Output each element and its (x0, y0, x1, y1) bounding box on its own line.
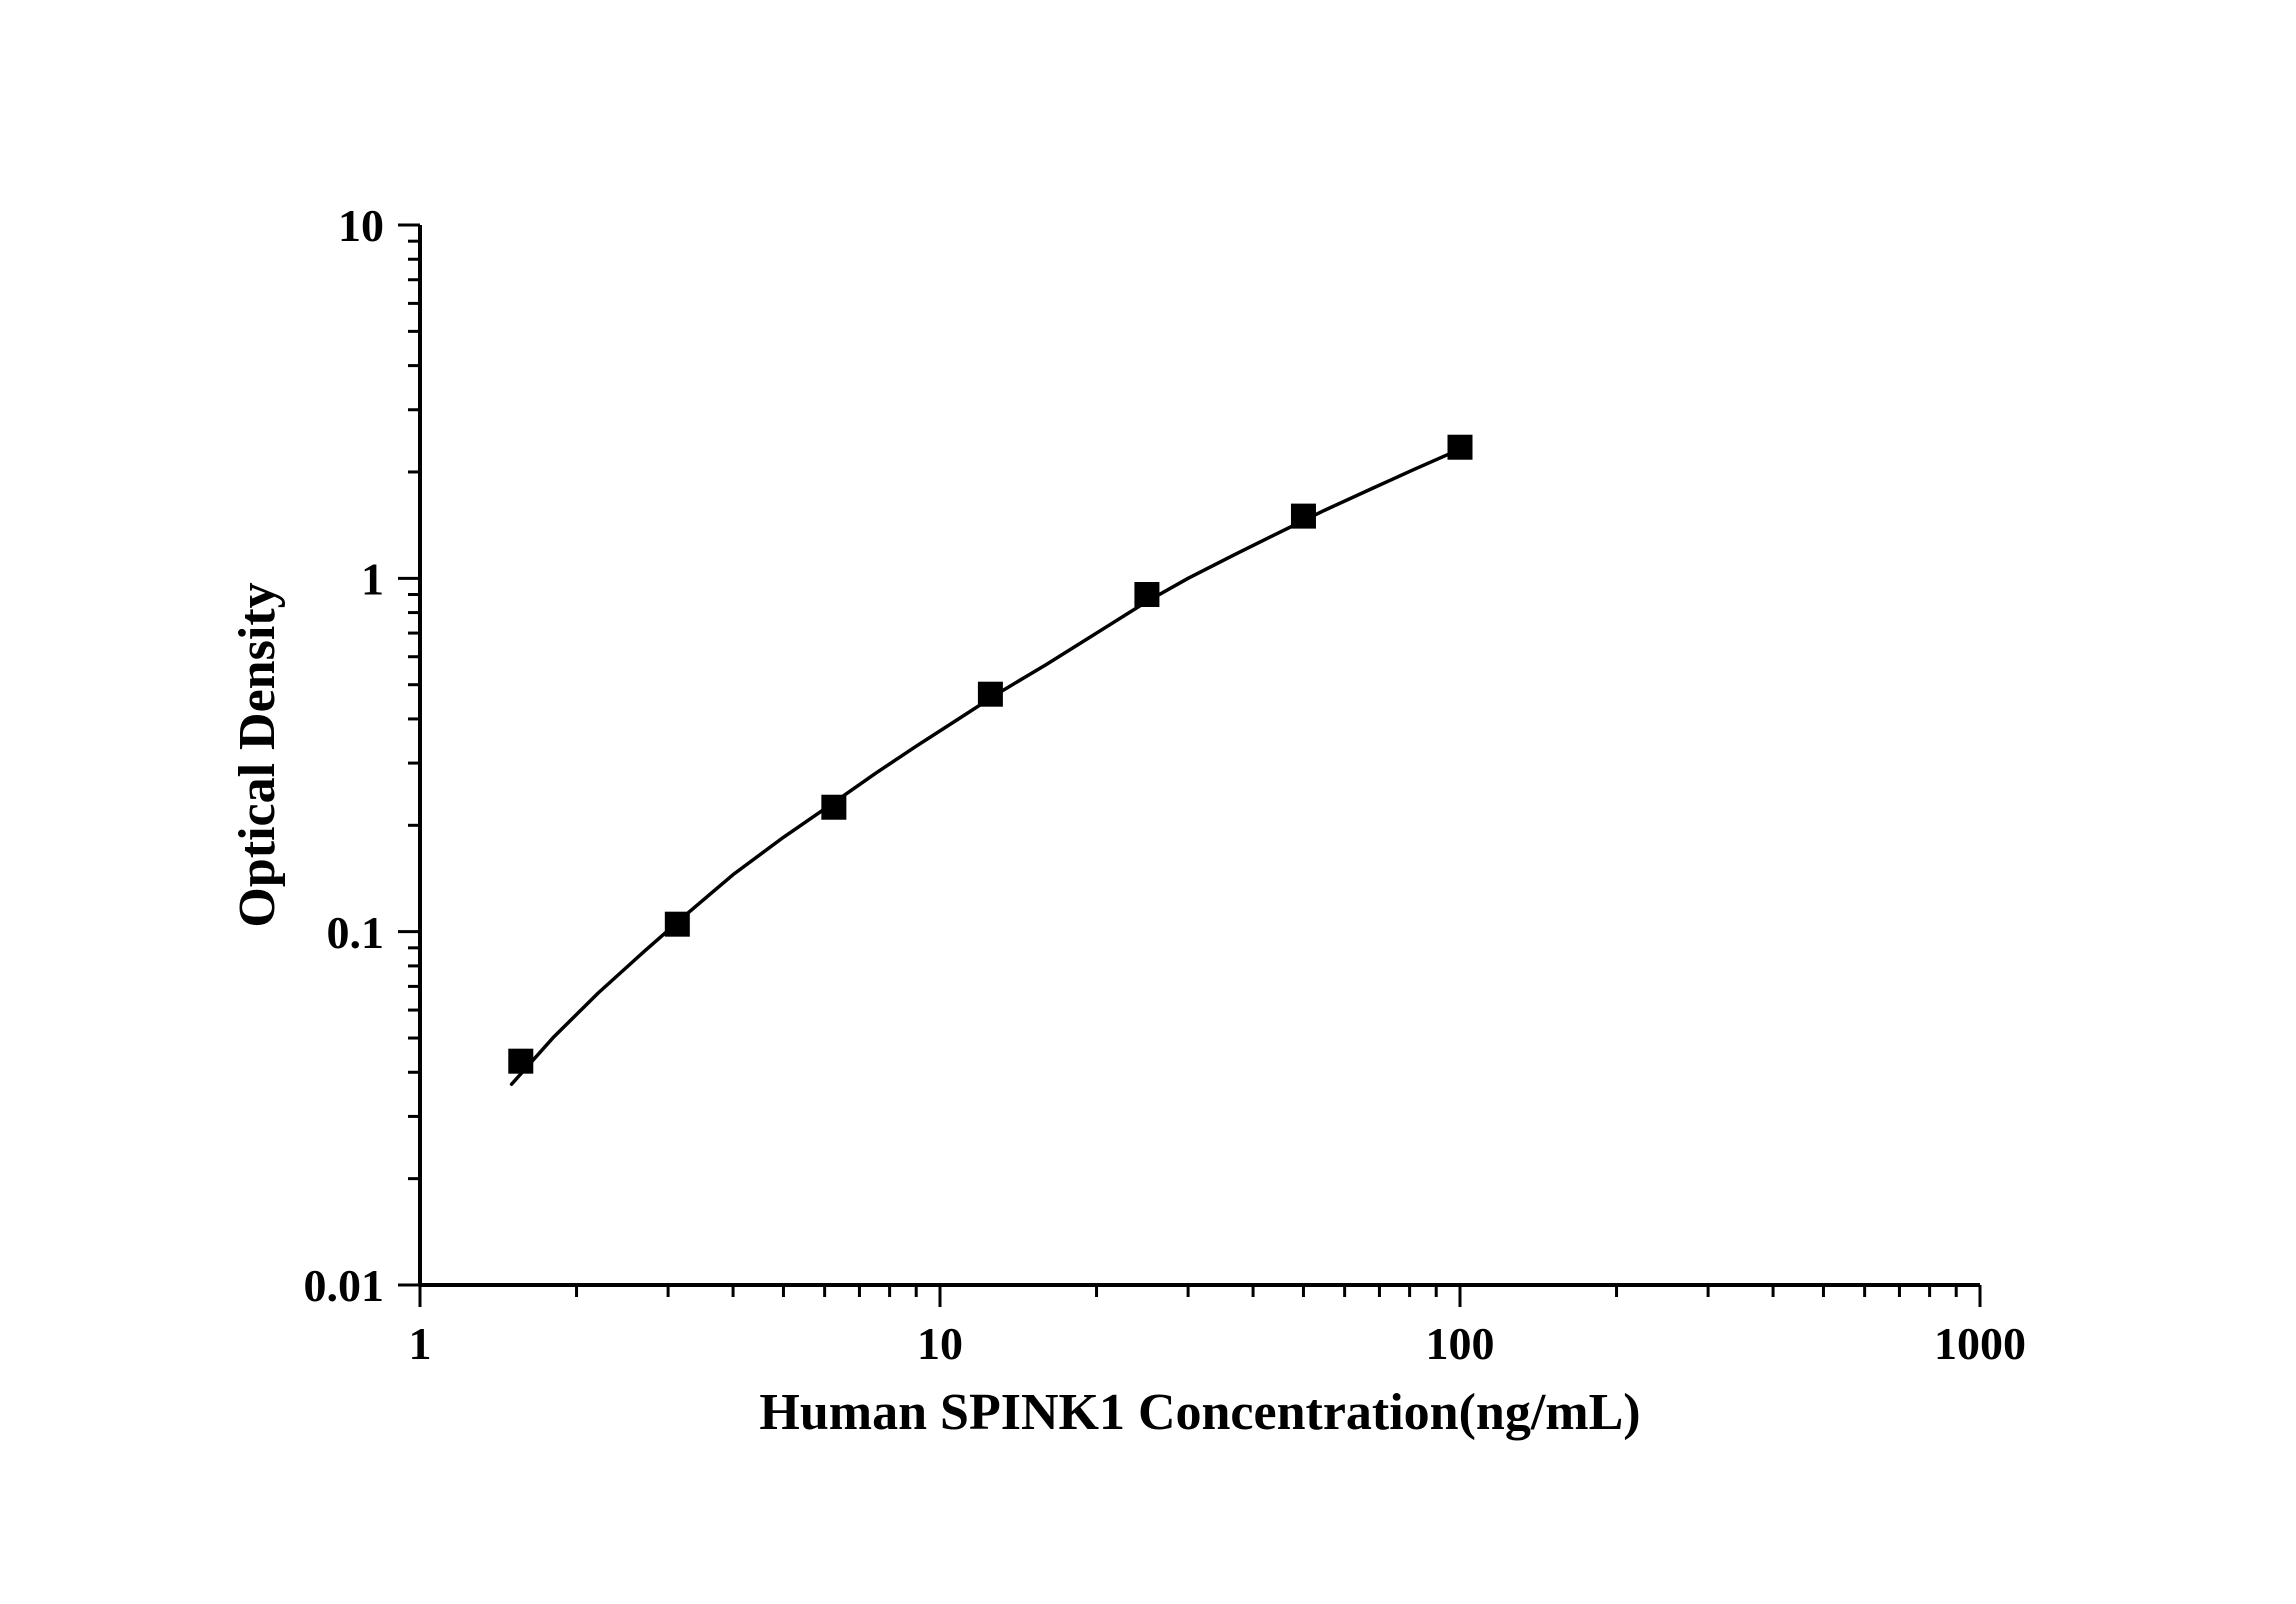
data-point-marker (978, 682, 1002, 706)
data-point-marker (665, 912, 689, 936)
x-axis-label: Human SPINK1 Concentration(ng/mL) (759, 1384, 1640, 1441)
data-point-marker (822, 795, 846, 819)
data-point-marker (1291, 504, 1315, 528)
y-tick-label: 0.1 (327, 907, 385, 958)
chart-container: 1 10 100 1000 0.01 0.1 1 10 Human SPINK1 Concent… (0, 0, 2296, 1604)
data-point-marker (1448, 435, 1472, 459)
x-tick-label: 10 (917, 1318, 963, 1369)
y-tick-label: 0.01 (304, 1260, 385, 1311)
y-axis-label: Optical Density (229, 582, 286, 927)
data-point-marker (1135, 583, 1159, 607)
x-tick-label: 100 (1426, 1318, 1495, 1369)
x-tick-label: 1 (409, 1318, 432, 1369)
y-tick-label: 1 (361, 553, 384, 604)
x-tick-label: 1000 (1934, 1318, 2026, 1369)
y-tick-label: 10 (338, 200, 384, 251)
data-point-marker (509, 1049, 533, 1073)
elisa-standard-curve-chart: 1 10 100 1000 0.01 0.1 1 10 Human SPINK1 Concent… (0, 0, 2296, 1604)
